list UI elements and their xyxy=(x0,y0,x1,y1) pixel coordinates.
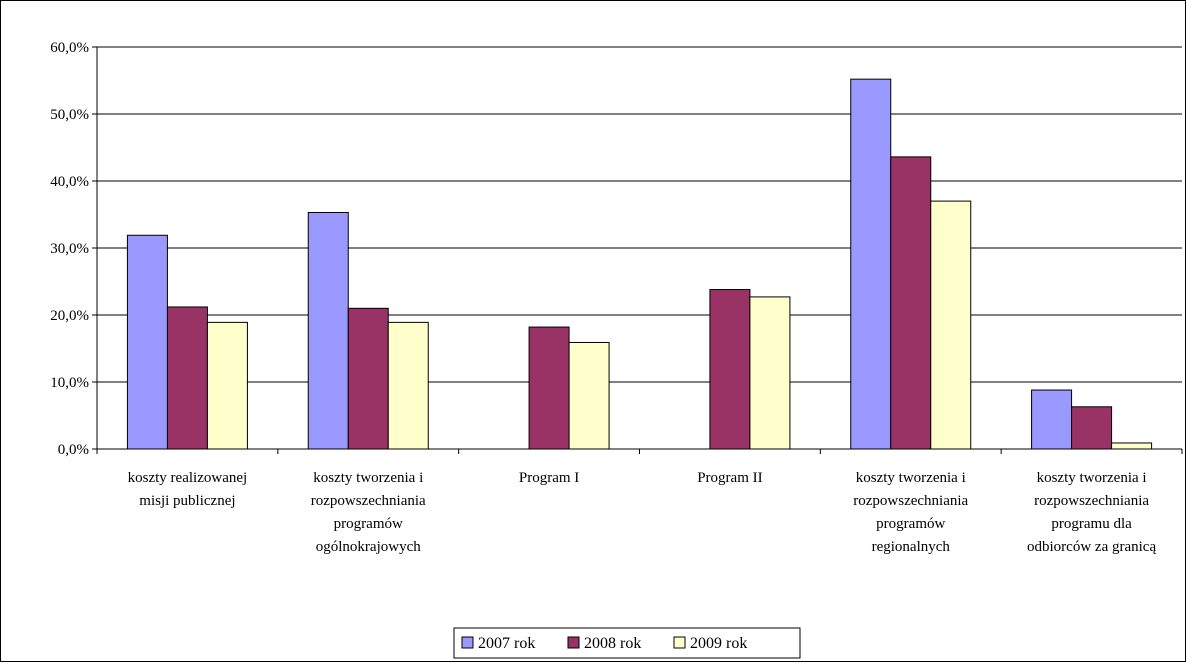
x-tick-label-line: odbiorców za granicą xyxy=(1027,539,1156,555)
y-tick-label: 40,0% xyxy=(50,174,89,190)
x-tick-label: Program I xyxy=(519,470,579,486)
x-tick-label-line: rozpowszechniania xyxy=(311,493,426,509)
legend-label: 2008 rok xyxy=(584,635,641,652)
bar xyxy=(528,326,570,450)
axes xyxy=(92,46,1183,454)
y-tick-label: 50,0% xyxy=(50,107,89,123)
x-tick-label-line: ogólnokrajowych xyxy=(316,539,421,555)
x-tick-label-line: regionalnych xyxy=(872,539,951,555)
x-tick-label: koszty realizowanej misji publicznej xyxy=(128,470,248,509)
bar xyxy=(709,289,751,450)
bar xyxy=(387,321,429,450)
x-tick-label-line: koszty tworzenia i xyxy=(313,470,423,486)
y-tick-labels: 0,0% 10,0% 20,0% 30,0% 40,0% 50,0% 60,0% xyxy=(50,40,89,458)
bar xyxy=(930,200,972,450)
legend-swatch xyxy=(461,636,474,649)
x-tick-label-line: programów xyxy=(334,516,403,532)
bar xyxy=(1071,406,1113,450)
legend: 2007 rok 2008 rok 2009 rok xyxy=(453,627,801,659)
bar xyxy=(749,296,791,450)
y-tick-label: 20,0% xyxy=(50,308,89,324)
x-tick-label-line: programów xyxy=(876,516,945,532)
x-tick-label-line: misji publicznej xyxy=(139,493,235,509)
x-tick-label-line: koszty tworzenia i xyxy=(1037,470,1147,486)
x-tick-label-line: Program II xyxy=(697,470,762,486)
x-tick-label-line: rozpowszechniania xyxy=(1034,493,1149,509)
x-tick-label: koszty tworzenia i rozpowszechniania progr… xyxy=(853,470,968,555)
bar xyxy=(206,321,248,450)
x-tick-label-line: koszty tworzenia i xyxy=(856,470,966,486)
x-tick-labels: koszty realizowanej misji publicznejkoszt… xyxy=(128,470,1157,555)
bar xyxy=(890,156,932,450)
y-tick-label: 10,0% xyxy=(50,375,89,391)
bar xyxy=(166,306,208,450)
x-tick-label: koszty tworzenia i rozpowszechniania progr… xyxy=(311,470,426,555)
y-tick-label: 0,0% xyxy=(58,442,89,458)
legend-box xyxy=(453,627,801,659)
y-tick-label: 60,0% xyxy=(50,40,89,56)
bar xyxy=(347,307,389,450)
gridlines xyxy=(97,46,1182,383)
legend-swatch xyxy=(567,636,580,649)
x-tick-label-line: programu dla xyxy=(1051,516,1132,532)
bar xyxy=(1111,442,1153,450)
x-tick-label: koszty tworzenia i rozpowszechniania progr… xyxy=(1027,470,1156,555)
legend-label: 2007 rok xyxy=(478,635,535,652)
legend-swatch xyxy=(673,636,686,649)
bar xyxy=(126,234,168,450)
bar xyxy=(1031,389,1073,450)
x-tick-label: Program II xyxy=(697,470,762,486)
x-tick-label-line: koszty realizowanej xyxy=(128,470,248,486)
bar xyxy=(850,78,892,450)
bar xyxy=(307,211,349,450)
bars xyxy=(126,78,1153,450)
y-tick-label: 30,0% xyxy=(50,241,89,257)
legend-label: 2009 rok xyxy=(690,635,747,652)
x-tick-label-line: Program I xyxy=(519,470,579,486)
bar xyxy=(568,341,610,450)
x-tick-label-line: rozpowszechniania xyxy=(853,493,968,509)
